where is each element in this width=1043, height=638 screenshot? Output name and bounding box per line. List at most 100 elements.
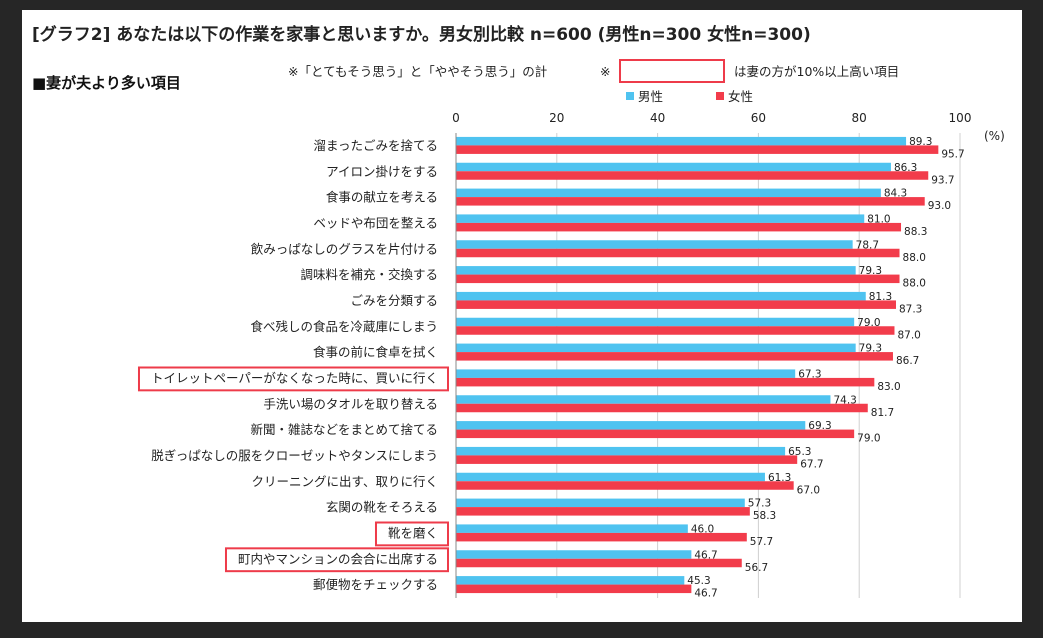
x-tick-label: 80 [852, 111, 867, 125]
category-label: 郵便物をチェックする [313, 577, 438, 592]
value-label: 95.7 [941, 148, 964, 160]
category-label: クリーニングに出す、取りに行く [251, 474, 438, 489]
bar-female [456, 507, 750, 516]
x-tick-label: 0 [452, 111, 460, 125]
value-label: 87.3 [899, 303, 922, 315]
x-tick-label: 40 [650, 111, 665, 125]
category-label: 食事の献立を考える [326, 190, 438, 205]
value-label: 45.3 [687, 575, 710, 587]
value-label: 46.0 [691, 523, 714, 535]
bar-male [456, 550, 692, 559]
category-label: 手洗い場のタオルを取り替える [263, 396, 438, 411]
bar-female [456, 171, 929, 180]
legend-label: 男性 [638, 89, 663, 104]
value-label: 79.0 [857, 433, 880, 445]
value-label: 88.3 [904, 226, 927, 238]
highlight-legend-box [619, 59, 725, 83]
value-label: 79.3 [859, 343, 882, 355]
highlight-boxes [137, 366, 449, 573]
value-label: 79.3 [859, 265, 882, 277]
value-label: 93.0 [928, 200, 951, 212]
category-label: 新聞・雑誌などをまとめて捨てる [250, 422, 438, 437]
value-label: 74.3 [833, 394, 856, 406]
value-label: 86.7 [896, 355, 919, 367]
value-label: 93.7 [931, 174, 954, 186]
value-label: 78.7 [856, 239, 879, 251]
bar-male [456, 266, 856, 275]
bar-male [456, 343, 856, 353]
highlight-box [224, 547, 449, 573]
value-label: 79.0 [857, 317, 880, 329]
bar-female [456, 532, 747, 542]
category-label: ベッドや布団を整える [313, 215, 438, 230]
bar-male [456, 214, 865, 223]
bar-female [456, 300, 896, 309]
category-label: 食事の前に食卓を拭く [313, 345, 438, 360]
bar-female [456, 455, 798, 464]
chart-subtitle: ■妻が夫より多い項目 [32, 74, 181, 92]
bar-male [456, 498, 745, 508]
chart-title: [グラフ2] あなたは以下の作業を家事と思いますか。男女別比較 n=600 (男… [32, 24, 811, 45]
value-label: 46.7 [694, 588, 717, 600]
bar-male [456, 472, 765, 482]
category-label: 飲みっぱなしのグラスを片付ける [251, 241, 438, 256]
bar-male [456, 136, 907, 146]
value-label: 67.3 [798, 368, 821, 380]
bar-female [456, 403, 868, 413]
value-label: 88.0 [903, 278, 926, 290]
category-label: アイロン掛けをする [326, 164, 438, 179]
unit-label: (%) [984, 129, 1005, 143]
value-label: 58.3 [753, 510, 776, 522]
note-left: ※「とてもそう思う」と「ややそう思う」の計 [288, 64, 547, 79]
bar-female [456, 584, 692, 594]
bar-female [456, 429, 855, 439]
value-label: 89.3 [909, 136, 932, 148]
value-label: 69.3 [808, 420, 831, 432]
bar-female [456, 274, 900, 284]
bar-female [456, 481, 794, 490]
category-label: トイレットペーパーがなくなった時に、買いに行く [151, 370, 438, 385]
value-label: 81.3 [869, 291, 892, 303]
bar-male [456, 317, 855, 327]
bar-female [456, 326, 895, 335]
bar-male [456, 369, 796, 378]
value-label: 57.3 [748, 498, 771, 510]
value-label: 56.7 [745, 562, 768, 574]
bar-male [456, 240, 853, 249]
value-label: 88.0 [903, 252, 926, 264]
bar-chart: [グラフ2] あなたは以下の作業を家事と思いますか。男女別比較 n=600 (男… [32, 24, 1005, 600]
bar-female [456, 197, 925, 206]
bar-male [456, 576, 685, 585]
x-tick-label: 60 [751, 111, 766, 125]
x-axis-ticks: 0 20 40 60 80 100 [452, 111, 971, 125]
bar-male [456, 446, 786, 456]
legend: 男性 女性 [626, 89, 753, 104]
bar-male [456, 395, 831, 404]
category-label: 調味料を補充・交換する [300, 267, 438, 282]
bar-male [456, 524, 688, 533]
value-labels: 89.3 95.7 86.3 93.7 84.3 93.0 81.0 88.3 78.7 88.0… [687, 136, 964, 600]
value-label: 81.0 [867, 213, 890, 225]
chart-frame: [グラフ2] あなたは以下の作業を家事と思いますか。男女別比較 n=600 (男… [22, 10, 1022, 622]
bar-female [456, 145, 939, 154]
note-right: は妻の方が10%以上高い項目 [734, 64, 899, 79]
bars [456, 136, 939, 594]
value-label: 87.0 [897, 329, 920, 341]
category-label: 食べ残しの食品を冷蔵庫にしまう [250, 319, 438, 334]
bar-female [456, 558, 742, 568]
bar-female [456, 222, 902, 232]
value-label: 46.7 [694, 549, 717, 561]
value-label: 84.3 [884, 188, 907, 200]
x-tick-label: 100 [949, 111, 972, 125]
category-label: 靴を磨く [388, 525, 438, 540]
bar-male [456, 162, 891, 172]
legend-swatch [626, 92, 634, 100]
bar-male [456, 421, 806, 430]
bar-female [456, 352, 893, 361]
highlight-box [374, 521, 449, 547]
highlight-box [137, 366, 449, 392]
value-label: 61.3 [768, 472, 791, 484]
x-tick-label: 20 [549, 111, 564, 125]
category-label: 溜まったごみを捨てる [313, 138, 438, 153]
value-label: 86.3 [894, 162, 917, 174]
